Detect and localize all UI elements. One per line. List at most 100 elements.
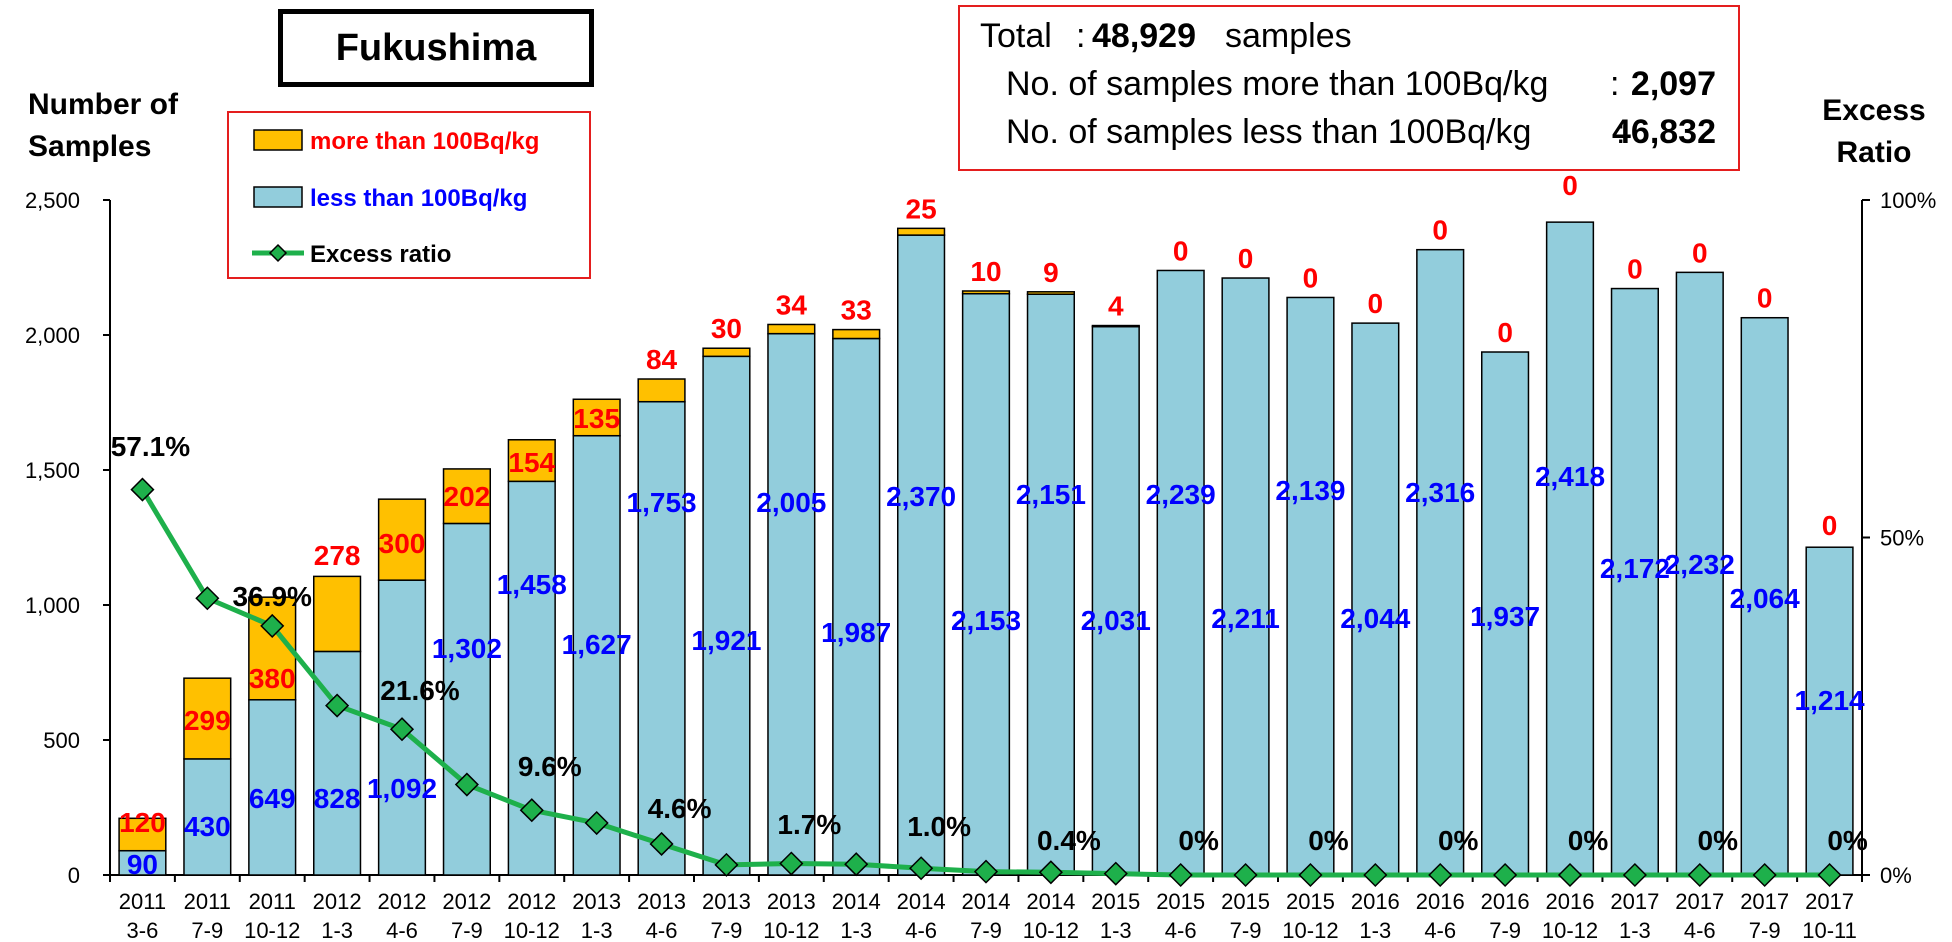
bar-less-than-100 — [1675, 271, 1724, 876]
x-tick-label-months: 4-6 — [1424, 918, 1456, 942]
ratio-point-marker — [584, 810, 609, 836]
x-tick-label-months: 10-11 — [1802, 918, 1857, 942]
label-less-than-100: 2,316 — [1405, 477, 1475, 508]
x-tick-label-year: 2014 — [897, 889, 946, 914]
x-tick-label-months: 10-12 — [763, 918, 819, 942]
ratio-point-marker — [1493, 862, 1518, 888]
left-tick-label: 1,500 — [25, 458, 80, 483]
excess-ratio-line — [130, 477, 1842, 888]
bar-less-than-100 — [1416, 248, 1465, 876]
label-more-than-100: 0 — [1562, 170, 1578, 201]
legend-label-ratio: Excess ratio — [310, 241, 451, 268]
x-tick-label-year: 2016 — [1351, 889, 1400, 914]
left-axis-title-line1: Number of — [28, 88, 178, 121]
bar-less-than-100 — [767, 332, 816, 876]
ratio-point-marker — [195, 586, 220, 611]
x-tick-label-months: 10-12 — [244, 918, 300, 942]
ratio-point-marker — [844, 852, 869, 877]
label-less-than-100: 2,005 — [756, 487, 826, 518]
ratio-point-marker — [779, 851, 804, 876]
label-more-than-100: 34 — [776, 289, 808, 320]
x-tick-label-months: 10-12 — [504, 918, 560, 942]
data-labels: 1209057.1%29943038064936.9%2788283001,09… — [111, 170, 1868, 880]
summary-box: Total : 48,929 samples No. of samples mo… — [958, 5, 1740, 171]
label-more-than-100: 300 — [379, 528, 426, 559]
bar-more-than-100 — [637, 378, 686, 403]
x-tick-label-months: 7-9 — [451, 918, 483, 942]
label-excess-ratio: 1.0% — [907, 811, 971, 842]
x-tick-label-months: 4-6 — [1165, 918, 1197, 942]
bar-more-than-100 — [118, 817, 167, 852]
label-more-than-100: 9 — [1043, 257, 1059, 288]
label-more-than-100: 33 — [841, 295, 872, 326]
label-less-than-100: 1,987 — [821, 617, 891, 648]
label-more-than-100: 30 — [711, 313, 742, 344]
ratio-point-marker — [1557, 862, 1583, 888]
label-less-than-100: 828 — [314, 783, 361, 814]
ratio-point-marker — [519, 798, 544, 823]
label-less-than-100: 2,232 — [1665, 549, 1735, 580]
bar-less-than-100 — [118, 849, 167, 876]
label-less-than-100: 2,153 — [951, 605, 1021, 636]
x-tick-label-months: 7-9 — [191, 918, 223, 942]
x-tick-label-months: 4-6 — [1684, 918, 1716, 942]
label-less-than-100: 90 — [127, 849, 158, 880]
label-less-than-100: 1,921 — [691, 625, 761, 656]
legend-swatch-more — [253, 129, 303, 151]
label-more-than-100: 4 — [1108, 291, 1124, 322]
x-tick-label-year: 2015 — [1156, 889, 1205, 914]
x-tick-label-year: 2011 — [119, 889, 166, 914]
x-tick-label-year: 2014 — [1026, 889, 1075, 914]
summary-less-label: No. of samples less than 100Bq/kg — [1006, 113, 1532, 151]
x-tick-label-months: 4-6 — [905, 918, 937, 942]
x-tick-label-year: 2013 — [572, 889, 621, 914]
left-tick-label: 500 — [43, 728, 80, 753]
bar-more-than-100 — [1026, 291, 1075, 295]
x-tick-label-months: 10-12 — [1023, 918, 1079, 942]
bars — [118, 221, 1854, 876]
label-more-than-100: 120 — [119, 807, 166, 838]
label-less-than-100: 2,172 — [1600, 553, 1670, 584]
label-less-than-100: 1,937 — [1470, 601, 1540, 632]
x-tick-label-year: 2013 — [767, 889, 816, 914]
chart-title: Fukushima — [278, 9, 594, 87]
label-more-than-100: 135 — [573, 403, 620, 434]
label-more-than-100: 84 — [646, 344, 678, 375]
label-less-than-100: 2,031 — [1081, 605, 1151, 636]
summary-more-colon: : — [1610, 65, 1620, 103]
summary-total-label: Total — [980, 17, 1052, 55]
label-less-than-100: 1,627 — [562, 629, 632, 660]
x-tick-label-months: 7-9 — [1230, 918, 1262, 942]
ratio-point-marker — [649, 831, 674, 857]
label-less-than-100: 2,139 — [1275, 475, 1345, 506]
label-more-than-100: 0 — [1303, 262, 1319, 293]
summary-less-value: 46,832 — [1612, 113, 1716, 151]
bar-less-than-100 — [1156, 269, 1205, 876]
ratio-point-marker — [1363, 862, 1388, 888]
ratio-point-marker — [1038, 860, 1063, 885]
x-tick-label-months: 7-9 — [711, 918, 743, 942]
x-tick-label-year: 2012 — [378, 889, 427, 914]
summary-total-unit: samples — [1225, 17, 1352, 55]
label-excess-ratio: 0% — [1827, 825, 1868, 856]
ratio-point-marker — [325, 693, 350, 718]
ratio-point-marker — [714, 852, 739, 877]
x-tick-label-months: 1-3 — [1619, 918, 1651, 942]
x-tick-label-months: 4-6 — [646, 918, 678, 942]
label-more-than-100: 299 — [184, 705, 231, 736]
label-excess-ratio: 0% — [1438, 825, 1479, 856]
label-more-than-100: 10 — [970, 256, 1001, 287]
label-excess-ratio: 0% — [1308, 825, 1349, 856]
bar-less-than-100 — [832, 337, 881, 876]
bar-less-than-100 — [897, 234, 946, 876]
x-tick-label-year: 2012 — [442, 889, 491, 914]
ratio-point-marker — [130, 477, 155, 502]
label-less-than-100: 1,753 — [627, 487, 697, 518]
bar-more-than-100 — [832, 328, 881, 340]
x-tick-label-months: 7-9 — [1489, 918, 1521, 942]
label-less-than-100: 1,092 — [367, 773, 437, 804]
label-excess-ratio: 4.6% — [648, 793, 712, 824]
ratio-point-marker — [1428, 862, 1453, 888]
label-less-than-100: 1,214 — [1795, 685, 1865, 716]
